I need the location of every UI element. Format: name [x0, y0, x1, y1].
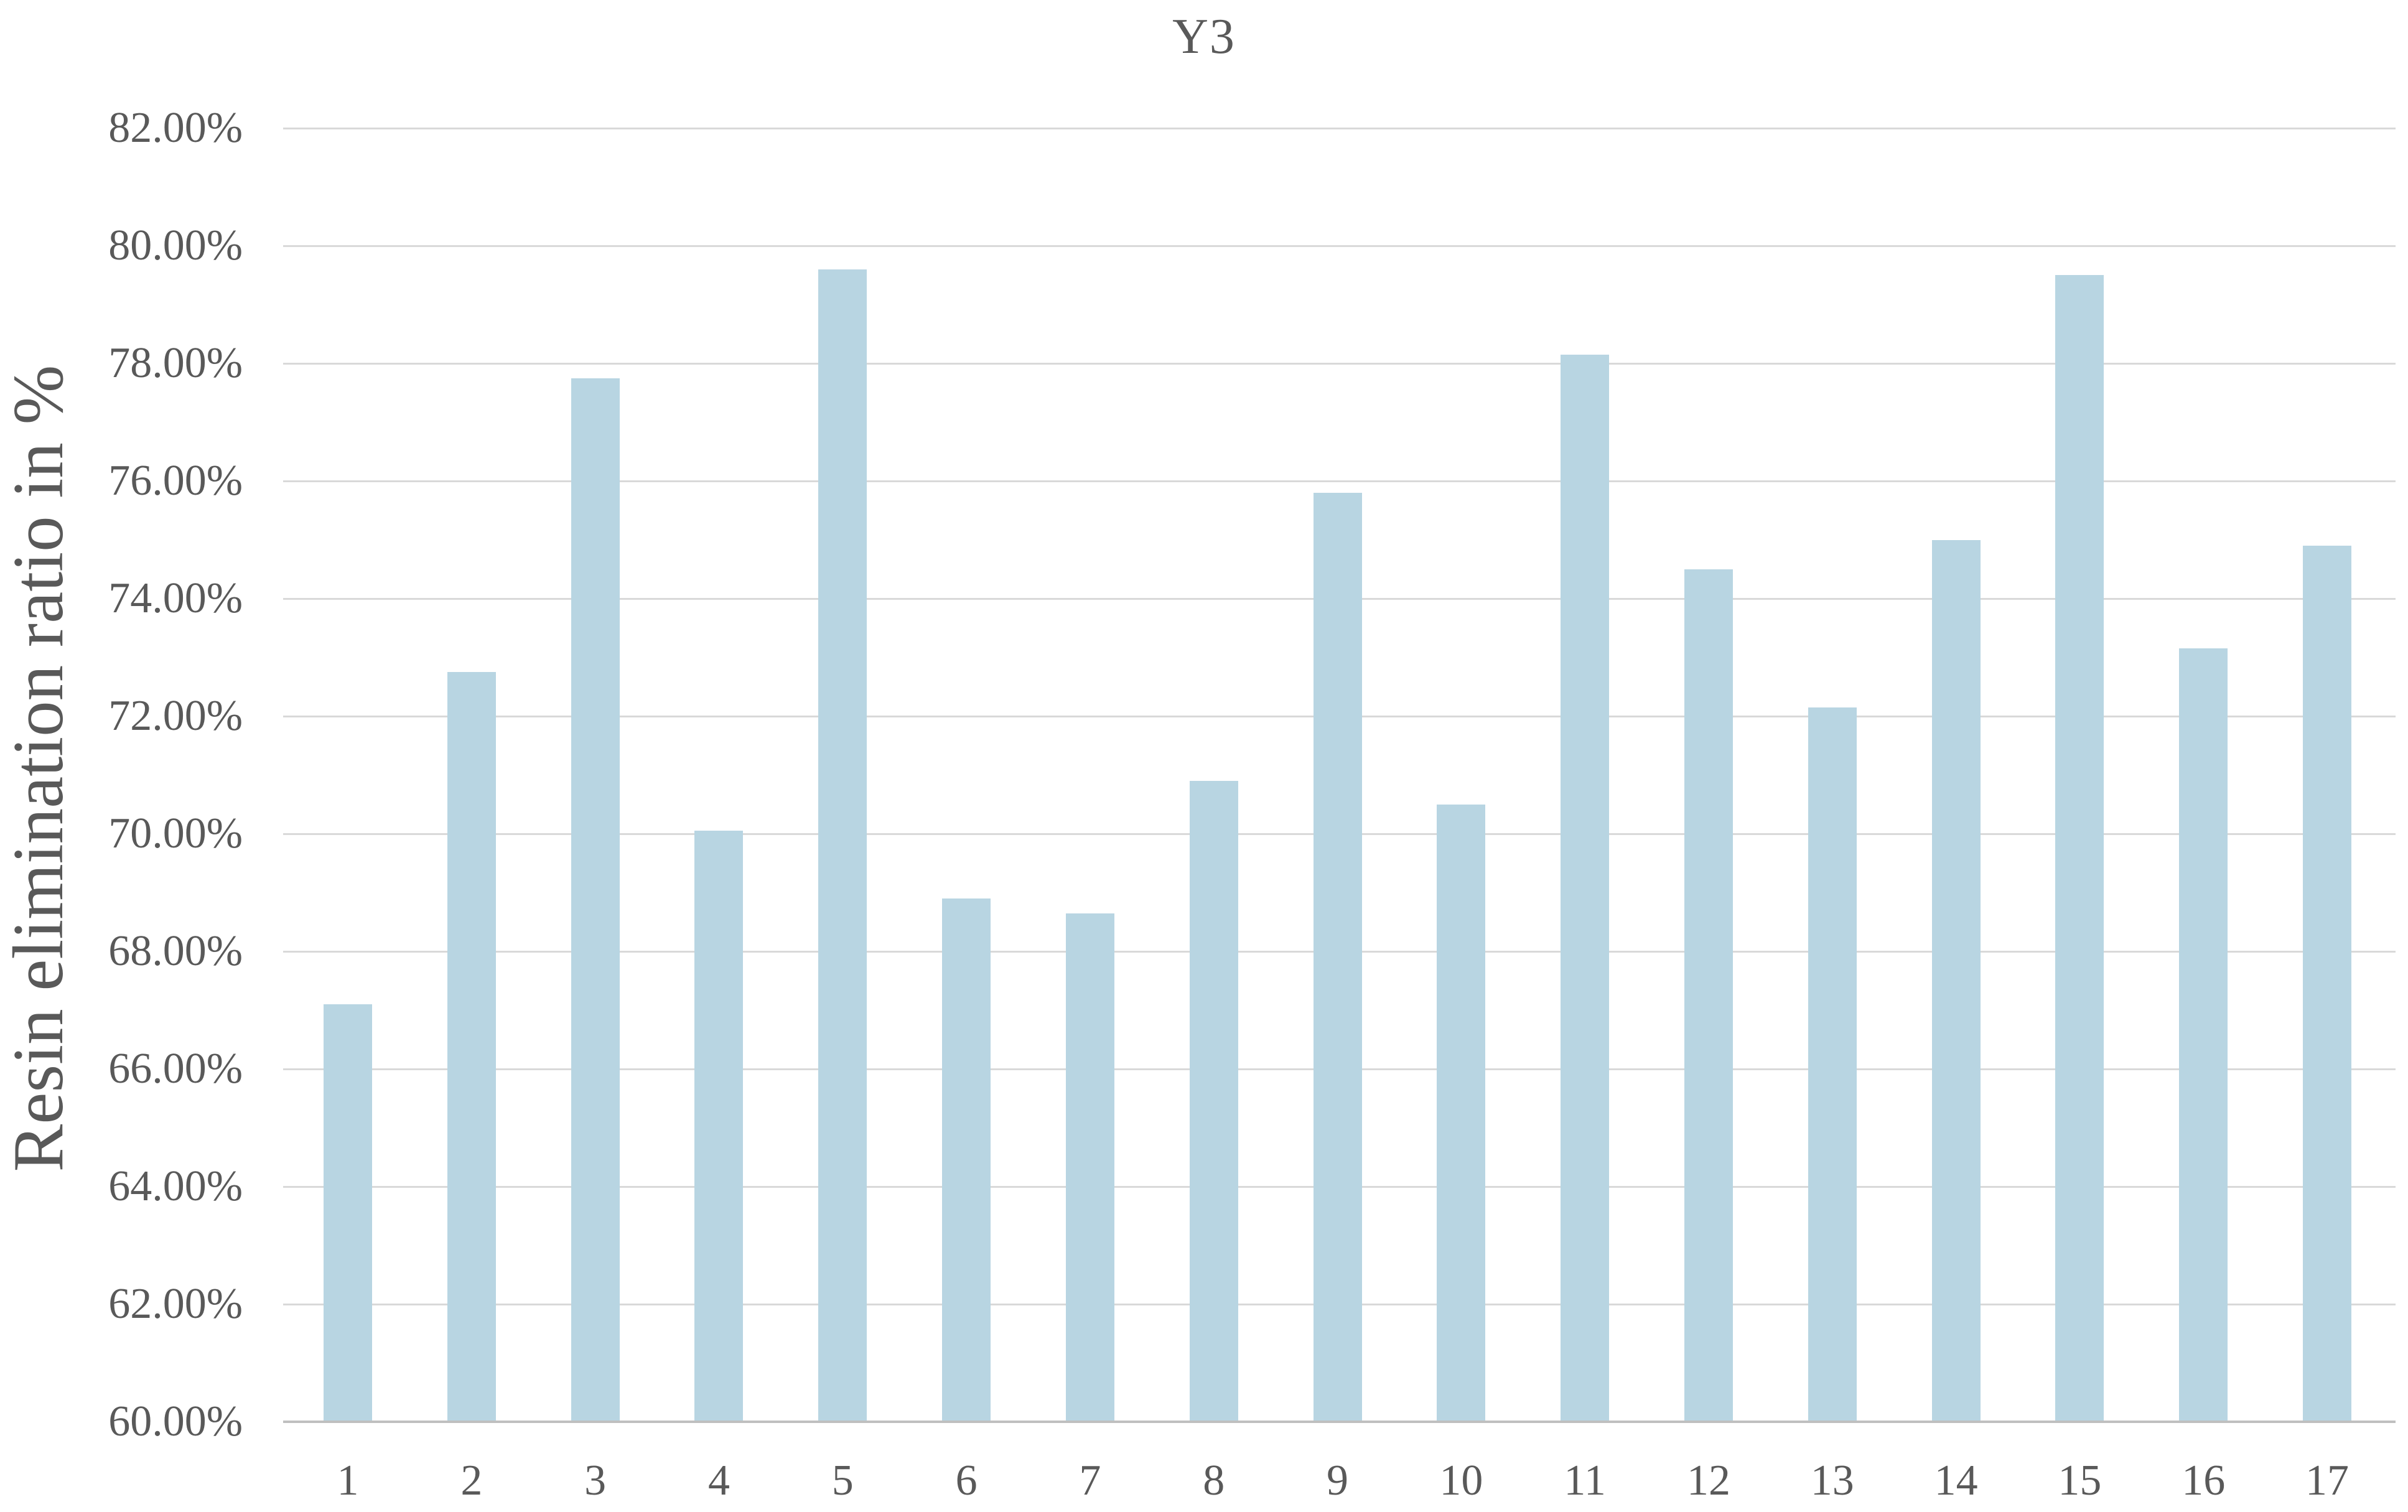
x-tick-label: 3 — [584, 1457, 607, 1505]
x-tick-label: 7 — [1079, 1457, 1101, 1505]
x-tick-label: 2 — [460, 1457, 483, 1505]
x-axis-line — [283, 1421, 2396, 1423]
bar-12 — [1684, 569, 1733, 1421]
bar-7 — [1065, 913, 1114, 1421]
y-tick-label: 68.00% — [108, 927, 243, 975]
x-tick-label: 4 — [707, 1457, 730, 1505]
bar-5 — [818, 269, 867, 1421]
bar-6 — [942, 898, 991, 1421]
x-tick-label: 10 — [1439, 1457, 1483, 1505]
gridline — [283, 127, 2396, 129]
x-tick-label: 6 — [955, 1457, 978, 1505]
y-tick-label: 70.00% — [108, 810, 243, 857]
bar-17 — [2303, 545, 2351, 1421]
y-tick-label: 74.00% — [108, 574, 243, 622]
bar-1 — [324, 1004, 372, 1421]
bar-14 — [1931, 539, 1981, 1421]
y-tick-label: 80.00% — [108, 222, 243, 269]
bar-13 — [1808, 707, 1857, 1421]
y-tick-label: 82.00% — [108, 104, 243, 152]
bar-2 — [447, 672, 496, 1421]
bar-9 — [1313, 492, 1362, 1421]
x-tick-label: 17 — [2305, 1457, 2349, 1505]
y-tick-label: 62.00% — [108, 1280, 243, 1328]
x-tick-label: 9 — [1327, 1457, 1348, 1505]
x-tick-label: 8 — [1203, 1457, 1225, 1505]
y-tick-label: 64.00% — [108, 1162, 243, 1210]
x-tick-label: 14 — [1934, 1457, 1978, 1505]
x-tick-label: 1 — [337, 1457, 359, 1505]
x-tick-label: 15 — [2058, 1457, 2102, 1505]
bar-4 — [694, 831, 744, 1421]
x-tick-label: 12 — [1686, 1457, 1730, 1505]
x-tick-label: 11 — [1564, 1457, 1606, 1505]
y-tick-label: 66.00% — [108, 1045, 243, 1093]
bar-16 — [2179, 648, 2228, 1421]
y-tick-label: 60.00% — [108, 1398, 243, 1445]
bar-11 — [1561, 354, 1610, 1421]
gridline — [283, 362, 2396, 365]
bar-3 — [571, 378, 620, 1421]
bar-10 — [1437, 804, 1486, 1421]
gridline — [283, 480, 2396, 482]
y-tick-label: 76.00% — [108, 457, 243, 505]
x-tick-label: 13 — [1810, 1457, 1854, 1505]
y-tick-label: 72.00% — [108, 692, 243, 740]
x-tick-label: 16 — [2182, 1457, 2226, 1505]
x-tick-label: 5 — [831, 1457, 854, 1505]
gridline — [283, 245, 2396, 247]
bar-8 — [1189, 780, 1238, 1421]
chart-title: Y3 — [1172, 9, 1236, 64]
y-tick-label: 78.00% — [108, 339, 243, 387]
bar-15 — [2055, 275, 2104, 1421]
